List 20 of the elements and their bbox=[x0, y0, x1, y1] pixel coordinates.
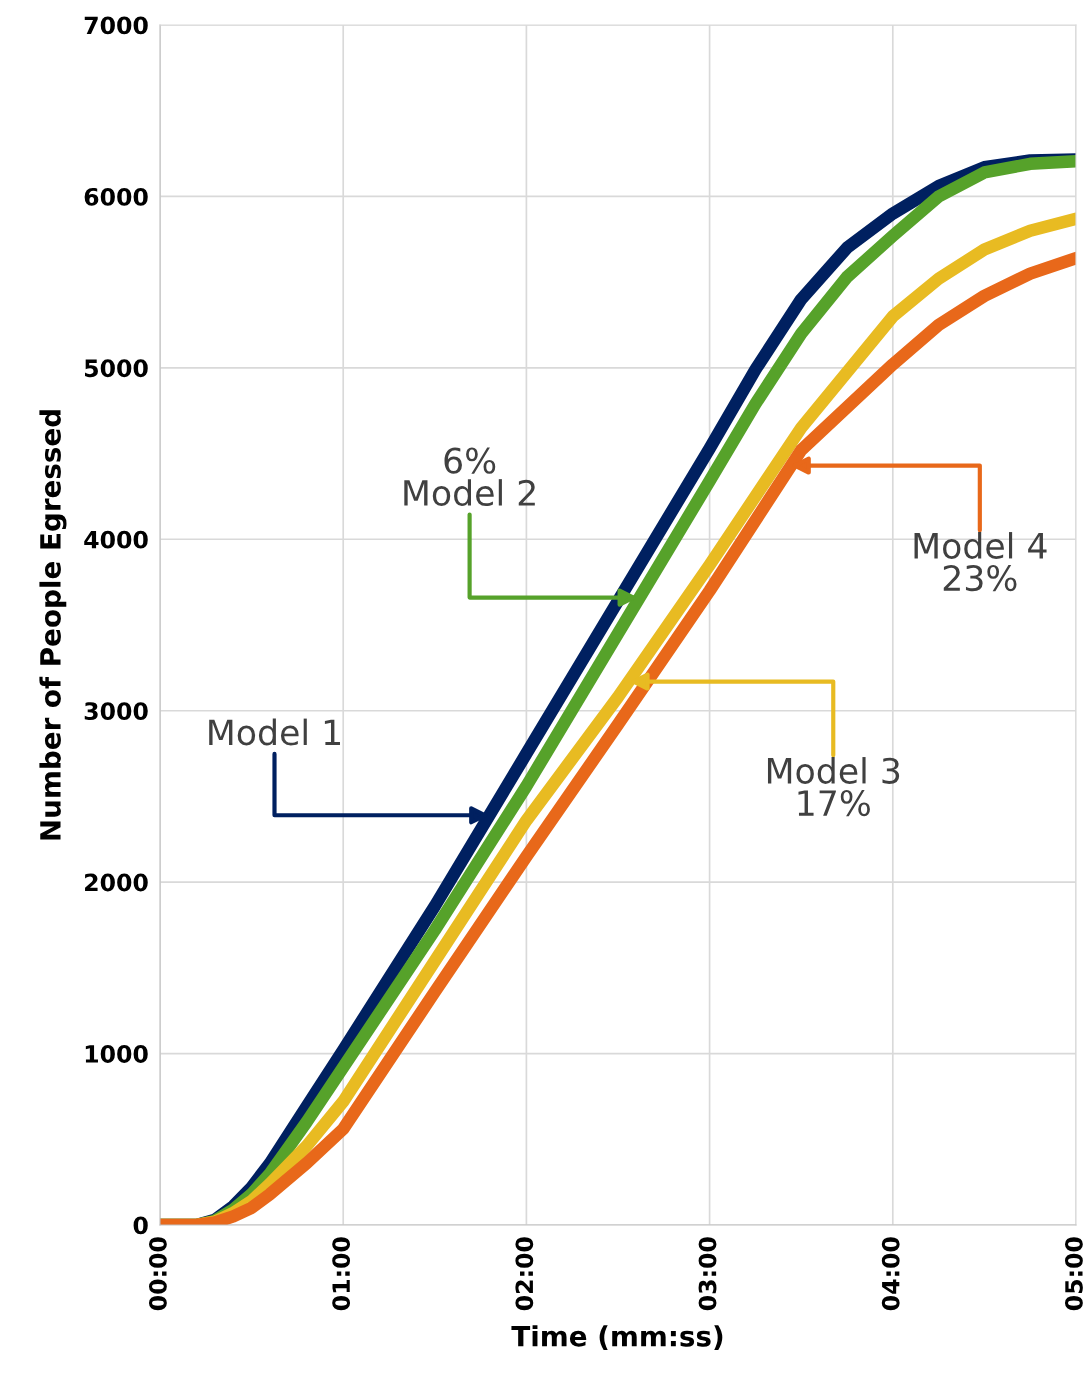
y-tick-label: 3000 bbox=[84, 702, 148, 721]
y-axis-title: Number of People Egressed bbox=[39, 410, 67, 840]
y-tick-label: 1000 bbox=[85, 1045, 148, 1063]
x-tick-label: 01:00 bbox=[332, 1237, 351, 1311]
y-tick-label: 6000 bbox=[84, 187, 148, 206]
x-tick-label: 03:00 bbox=[698, 1237, 717, 1311]
annotation: 6% Model 2 bbox=[404, 447, 535, 507]
annotation: Model 3 17% bbox=[767, 757, 900, 817]
annotation: Model 1 bbox=[209, 718, 340, 746]
annotation: Model 4 23% bbox=[914, 532, 1047, 592]
x-axis-title: Time (mm:ss) bbox=[511, 1325, 723, 1350]
y-tick-label: 7000 bbox=[84, 16, 148, 35]
x-tick-label: 02:00 bbox=[515, 1237, 534, 1311]
y-tick-label: 0 bbox=[133, 1216, 148, 1235]
y-tick-label: 4000 bbox=[84, 530, 148, 549]
x-tick-label: 05:00 bbox=[1064, 1237, 1083, 1311]
x-tick-label: 04:00 bbox=[881, 1237, 900, 1311]
y-tick-label: 5000 bbox=[85, 359, 148, 378]
y-tick-label: 2000 bbox=[85, 873, 148, 892]
x-tick-label: 00:00 bbox=[148, 1237, 167, 1311]
